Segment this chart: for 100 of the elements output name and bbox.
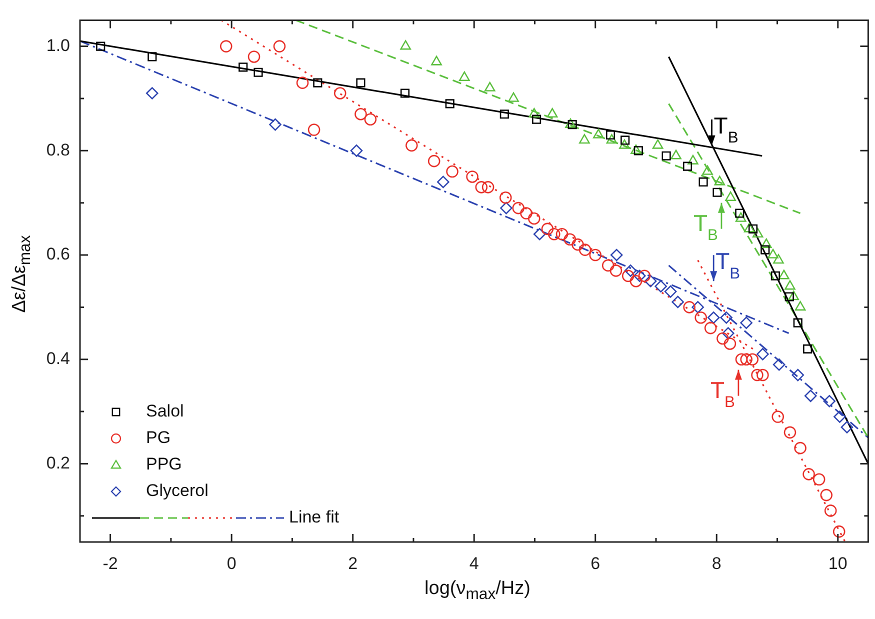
point (500, 202, 512, 214)
point (823, 394, 836, 408)
x-tick-label: 4 (469, 554, 479, 573)
point (735, 353, 748, 366)
point (630, 144, 642, 154)
point (500, 110, 509, 119)
point (592, 128, 604, 138)
y-tick-label: 0.6 (46, 244, 70, 264)
legend-label: Line fit (289, 508, 340, 527)
point (716, 332, 729, 345)
point (633, 270, 646, 282)
point (446, 165, 458, 178)
point (350, 144, 363, 157)
point (788, 290, 800, 300)
point (148, 52, 157, 62)
point (820, 488, 833, 502)
point (533, 228, 546, 240)
point (720, 311, 732, 324)
point (832, 525, 846, 538)
point (254, 68, 263, 77)
y-tick-label: 1.0 (46, 36, 70, 55)
point (792, 368, 804, 382)
point (694, 311, 708, 324)
point (512, 202, 525, 214)
point (638, 270, 651, 282)
point (458, 71, 470, 81)
point (834, 410, 846, 423)
point (431, 56, 442, 66)
point (364, 113, 377, 126)
point (508, 92, 519, 102)
point (784, 280, 796, 290)
x-tick-label: 0 (226, 554, 236, 573)
y-tick-label: 0.8 (46, 140, 70, 160)
point (773, 254, 784, 264)
point (565, 118, 576, 128)
x-tick-label: -2 (102, 554, 118, 573)
point (624, 264, 637, 277)
point (735, 212, 746, 222)
legend-label: Salol (146, 402, 184, 421)
point (688, 154, 698, 164)
point (146, 87, 158, 100)
point (740, 316, 752, 329)
point (568, 120, 577, 130)
point (334, 87, 346, 100)
point (610, 248, 623, 262)
point (812, 473, 826, 486)
point (400, 40, 411, 50)
x-tick-label: 8 (712, 554, 722, 573)
y-tick-label: 0.4 (46, 349, 70, 368)
legend-label: PG (146, 428, 171, 448)
point (356, 78, 366, 88)
x-tick-label: 10 (828, 554, 848, 573)
point (620, 136, 630, 145)
point (308, 124, 320, 136)
point (619, 139, 630, 149)
point (273, 40, 286, 52)
point (532, 114, 542, 124)
point (248, 50, 260, 63)
point (707, 311, 720, 324)
point (437, 176, 450, 188)
point (740, 353, 752, 366)
point (652, 139, 664, 149)
point (760, 245, 770, 254)
point (630, 274, 642, 288)
point (445, 99, 454, 108)
point (466, 170, 478, 183)
point (840, 421, 854, 434)
point (682, 162, 692, 171)
x-axis-title: log(ν$_{max}$/Hz) (424, 578, 532, 604)
y-tick-label: 0.2 (46, 453, 70, 472)
point (520, 207, 532, 220)
point (96, 42, 106, 51)
point (220, 40, 232, 52)
point (794, 442, 806, 454)
point (692, 301, 704, 314)
point (564, 233, 576, 246)
point (654, 280, 667, 292)
point (702, 165, 713, 175)
point (712, 188, 722, 197)
point (541, 222, 554, 236)
point (428, 154, 440, 168)
point (606, 134, 618, 144)
point (546, 108, 558, 118)
point (548, 228, 560, 240)
point (756, 348, 769, 360)
point (768, 248, 778, 258)
point (803, 344, 812, 354)
point (482, 181, 494, 194)
point (406, 139, 418, 152)
point (784, 426, 796, 439)
point (528, 212, 540, 225)
point (664, 285, 677, 298)
point (296, 76, 309, 89)
point (622, 270, 634, 282)
point (760, 238, 772, 248)
point (744, 222, 755, 232)
point (683, 301, 696, 314)
point (722, 327, 734, 340)
point (772, 410, 784, 423)
point (313, 78, 322, 88)
